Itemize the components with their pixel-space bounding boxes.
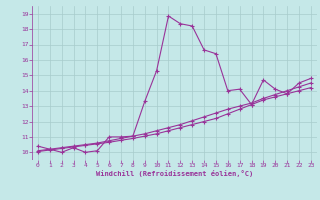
X-axis label: Windchill (Refroidissement éolien,°C): Windchill (Refroidissement éolien,°C) [96, 170, 253, 177]
